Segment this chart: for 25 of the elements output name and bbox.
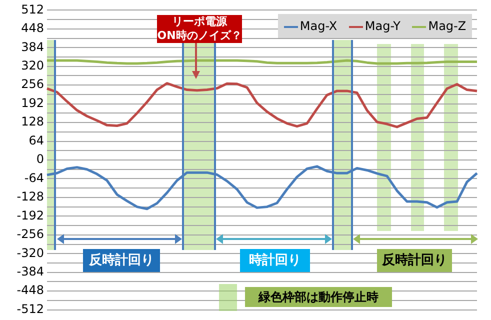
legend-label: Mag-Z	[427, 19, 466, 33]
y-tick-label: 0	[36, 152, 44, 166]
y-tick-label: 320	[21, 58, 44, 72]
y-tick-label: -384	[16, 264, 44, 278]
annotation: 反時計回り	[83, 249, 160, 272]
y-tick-label: -64	[24, 170, 44, 185]
y-tick-label: -512	[16, 302, 44, 316]
legend-label: Mag-Y	[364, 19, 400, 33]
y-tick-label: -128	[16, 190, 44, 204]
y-tick-label: 512	[21, 2, 44, 16]
y-tick-label: 256	[21, 77, 44, 92]
y-tick-label: 384	[21, 40, 44, 54]
y-tick-label: -448	[16, 283, 44, 298]
annotation: 反時計回り	[377, 249, 452, 272]
annotation: 時計回り	[240, 249, 310, 272]
annotation: リーポ電源 ON時のノイズ？	[157, 15, 242, 43]
annotation: 緑色枠部は動作停止時	[245, 287, 392, 307]
y-tick-label: 192	[21, 96, 44, 110]
y-tick-label: -320	[16, 246, 44, 260]
y-tick-label: 448	[21, 21, 44, 36]
y-tick-label: 64	[28, 133, 44, 148]
y-tick-label: 128	[21, 114, 44, 129]
legend-label: Mag-X	[298, 19, 338, 33]
y-tick-label: -256	[16, 227, 44, 242]
y-tick-label: -192	[16, 208, 44, 222]
